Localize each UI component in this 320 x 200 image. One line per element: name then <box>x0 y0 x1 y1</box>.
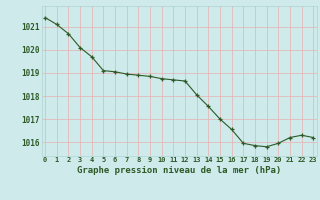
X-axis label: Graphe pression niveau de la mer (hPa): Graphe pression niveau de la mer (hPa) <box>77 166 281 175</box>
